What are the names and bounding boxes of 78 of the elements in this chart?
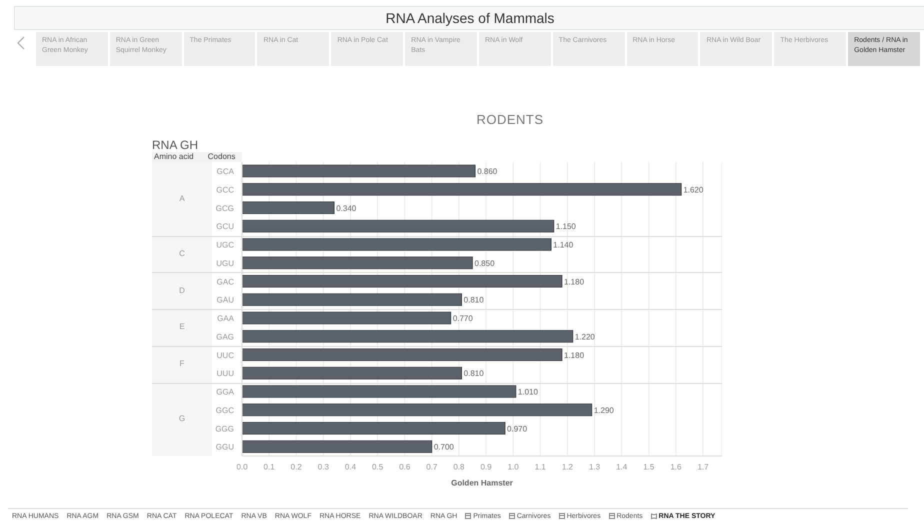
text: F [180, 359, 184, 368]
x-tick-label: 0.6 [399, 462, 411, 472]
bar [242, 312, 452, 324]
bar [242, 404, 592, 416]
x-tick-label: 0.8 [453, 462, 466, 472]
y-tick-label: GCU [216, 222, 234, 232]
x-tick-label: 0.5 [372, 462, 384, 472]
data-label: 0.810 [464, 369, 484, 378]
data-label: 1.150 [556, 222, 576, 232]
data-label: 1.290 [594, 406, 614, 415]
x-tick-label: 0.4 [344, 462, 357, 472]
x-tick-label: 0.9 [480, 462, 492, 472]
y-tick-label: GGA [216, 388, 235, 397]
text: Codons [208, 152, 236, 161]
bar [242, 348, 562, 362]
x-axis-title: Golden Hamster [451, 478, 513, 488]
data-label: 0.850 [474, 258, 496, 268]
data-label: 1.180 [564, 277, 585, 286]
text: RNA Analyses of Mammals [386, 10, 554, 26]
data-label: 0.970 [507, 424, 528, 434]
bar [242, 385, 516, 398]
x-tick-label: 1.6 [670, 462, 682, 472]
data-label: 0.700 [434, 442, 454, 452]
y-tick-label: GGC [216, 406, 234, 415]
y-tick-label: GAA [217, 314, 235, 324]
text: D [179, 286, 185, 295]
x-tick-label: 0.1 [264, 462, 276, 472]
x-tick-label: 1.5 [643, 462, 655, 472]
y-tick-label: UGC [216, 240, 234, 250]
text: G [178, 414, 186, 424]
bar [242, 201, 335, 214]
text: C [179, 248, 185, 258]
x-tick-label: 1.4 [616, 462, 628, 472]
bar [242, 256, 473, 270]
y-tick-label: GGG [215, 424, 234, 434]
x-tick-label: 0.0 [236, 462, 248, 472]
data-label: 1.180 [564, 350, 585, 360]
y-tick-label: GCA [216, 167, 235, 176]
bar [242, 183, 682, 196]
bar [242, 422, 506, 435]
text: A [179, 194, 185, 203]
data-label: 1.620 [683, 185, 704, 194]
y-tick-label: GCG [216, 204, 234, 213]
bar [242, 238, 552, 251]
bar [242, 330, 574, 343]
y-tick-label: GAC [216, 277, 234, 286]
data-label: 0.340 [336, 204, 357, 213]
x-tick-label: 1.2 [562, 462, 574, 472]
y-tick-label: UUC [216, 350, 234, 360]
data-label: 0.860 [477, 167, 498, 176]
x-tick-label: 1.0 [508, 462, 520, 472]
y-tick-label: GCC [216, 185, 234, 194]
y-tick-label: GGU [216, 442, 234, 452]
text: E [179, 322, 185, 332]
bar [242, 293, 462, 306]
chart-subtitle: RNA GH [152, 138, 198, 152]
bar [242, 366, 462, 380]
data-label: 1.220 [574, 332, 596, 342]
x-tick-label: 0.2 [290, 462, 302, 472]
bar [242, 440, 432, 453]
y-tick-label: UUU [216, 369, 234, 378]
x-tick-label: 1.7 [697, 462, 710, 472]
chart-title: RODENTS [476, 112, 544, 127]
y-tick-label: GAU [216, 296, 234, 305]
data-label: 1.010 [518, 388, 538, 396]
y-tick-label: GAG [216, 332, 234, 342]
data-label: 0.810 [464, 296, 484, 305]
x-tick-label: 1.1 [534, 462, 546, 472]
text: Amino acid [154, 152, 194, 161]
bar [242, 220, 554, 232]
x-tick-label: 0.7 [426, 462, 438, 472]
x-tick-label: 1.3 [588, 462, 601, 472]
bar [242, 274, 562, 288]
bar [242, 164, 476, 178]
data-label: 0.770 [452, 314, 474, 323]
x-tick-label: 0.3 [318, 462, 330, 472]
y-tick-label: UGU [216, 258, 234, 268]
data-label: 1.140 [553, 240, 574, 250]
